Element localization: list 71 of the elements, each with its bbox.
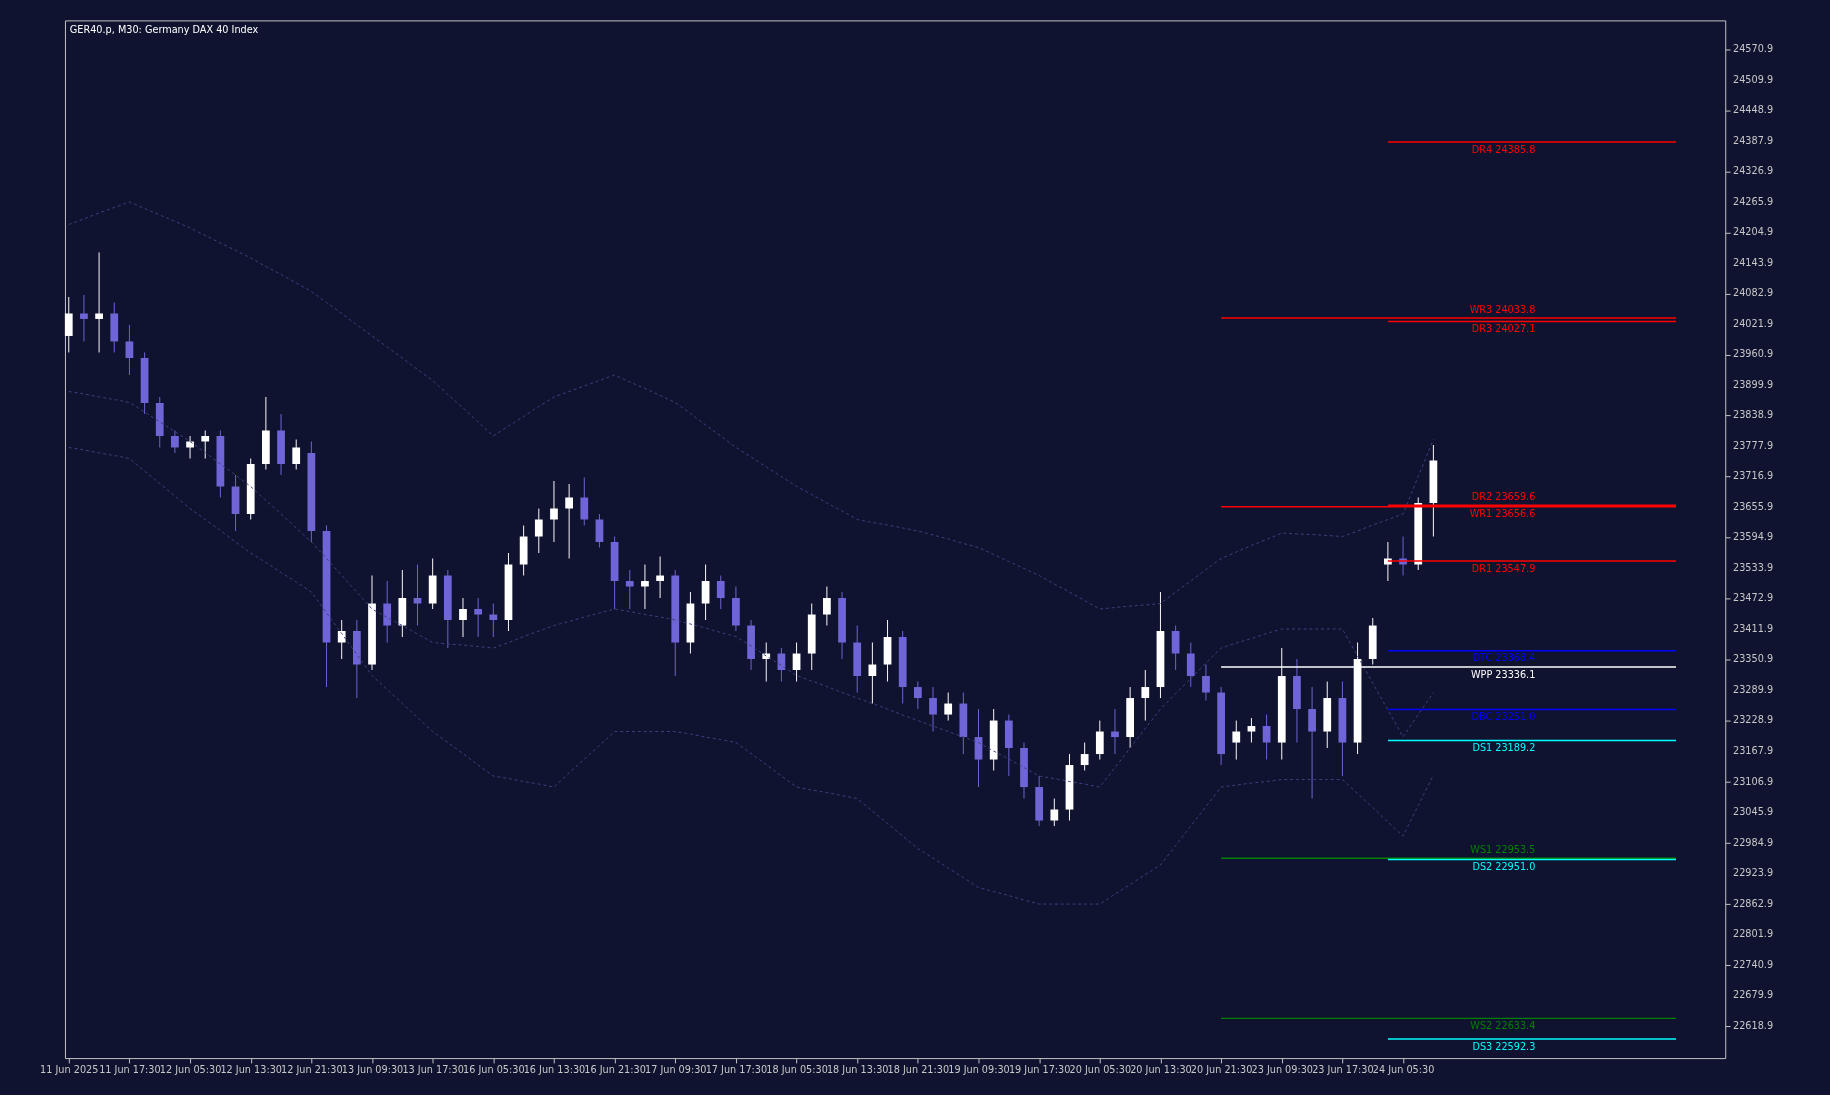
- y-tick-label: 23106.9: [1733, 775, 1774, 787]
- x-tick-label: 11 Jun 2025: [40, 1064, 99, 1076]
- y-tick-label: 24509.9: [1733, 73, 1774, 85]
- x-tick-label: 24 Jun 05:30: [1372, 1064, 1435, 1076]
- y-tick-label: 23533.9: [1733, 561, 1774, 573]
- series-label: DS1 23189.2: [1472, 742, 1536, 754]
- x-tick-label: 16 Jun 05:30: [463, 1064, 525, 1076]
- chart-title: GER40.p, M30: Germany DAX 40 Index: [69, 24, 259, 36]
- x-tick-label: 20 Jun 13:30: [1130, 1064, 1192, 1076]
- y-tick-label: 23716.9: [1733, 470, 1774, 482]
- x-tick-label: 20 Jun 21:30: [1190, 1064, 1253, 1076]
- series-label: DBC 23251.0: [1471, 711, 1536, 723]
- x-tick-label: 18 Jun 21:30: [887, 1064, 950, 1076]
- y-tick-label: 23350.9: [1733, 653, 1774, 665]
- series-label: DR1 23547.9: [1471, 562, 1536, 574]
- x-tick-label: 23 Jun 17:30: [1312, 1064, 1374, 1076]
- y-tick-label: 23655.9: [1733, 500, 1774, 512]
- series-label: DR2 23659.6: [1471, 491, 1536, 503]
- y-tick-label: 22923.9: [1733, 867, 1774, 879]
- series-label: DS2 22951.0: [1472, 861, 1536, 873]
- y-tick-label: 24204.9: [1733, 226, 1774, 238]
- x-tick-label: 13 Jun 17:30: [402, 1064, 464, 1076]
- x-tick-label: 16 Jun 21:30: [584, 1064, 646, 1076]
- y-tick-label: 22801.9: [1733, 928, 1774, 940]
- x-tick-label: 12 Jun 05:30: [159, 1064, 222, 1076]
- x-tick-label: 20 Jun 05:30: [1069, 1064, 1132, 1076]
- x-tick-label: 12 Jun 21:30: [281, 1064, 343, 1076]
- series-label: DS3 22592.3: [1472, 1040, 1536, 1052]
- y-tick-label: 22862.9: [1733, 897, 1774, 909]
- x-tick-label: 11 Jun 17:30: [99, 1064, 161, 1076]
- x-tick-label: 16 Jun 13:30: [523, 1064, 586, 1076]
- x-tick-label: 17 Jun 09:30: [644, 1064, 707, 1076]
- y-tick-label: 24387.9: [1733, 134, 1774, 146]
- series-label: WR3 24033.8: [1469, 304, 1536, 316]
- y-tick-label: 23045.9: [1733, 806, 1774, 818]
- y-tick-label: 23777.9: [1733, 439, 1774, 451]
- y-tick-label: 23472.9: [1733, 592, 1774, 604]
- series-label: DR3 24027.1: [1471, 323, 1536, 335]
- x-tick-label: 13 Jun 09:30: [341, 1064, 404, 1076]
- y-tick-label: 23899.9: [1733, 378, 1774, 390]
- x-tick-label: 18 Jun 05:30: [766, 1064, 828, 1076]
- y-tick-label: 23411.9: [1733, 622, 1774, 634]
- y-tick-label: 22618.9: [1733, 1019, 1774, 1031]
- series-label: WS2 22633.4: [1470, 1020, 1536, 1032]
- series-label: DR4 24385.8: [1471, 143, 1536, 155]
- x-tick-label: 19 Jun 17:30: [1008, 1064, 1071, 1076]
- x-tick-label: 18 Jun 13:30: [826, 1064, 889, 1076]
- x-tick-label: 19 Jun 09:30: [948, 1064, 1010, 1076]
- y-tick-label: 23838.9: [1733, 409, 1774, 421]
- series-label: WR1 23656.6: [1469, 508, 1536, 520]
- y-tick-label: 22984.9: [1733, 836, 1774, 848]
- y-tick-label: 23594.9: [1733, 531, 1774, 543]
- y-tick-label: 22679.9: [1733, 989, 1774, 1001]
- y-tick-label: 23228.9: [1733, 714, 1774, 726]
- y-tick-label: 24265.9: [1733, 195, 1774, 207]
- y-tick-label: 24570.9: [1733, 43, 1774, 55]
- y-tick-label: 23289.9: [1733, 683, 1774, 695]
- y-tick-label: 24143.9: [1733, 256, 1774, 268]
- y-tick-label: 23960.9: [1733, 348, 1774, 360]
- x-tick-label: 12 Jun 13:30: [220, 1064, 282, 1076]
- series-label: WS1 22953.5: [1470, 844, 1536, 856]
- y-tick-label: 22740.9: [1733, 958, 1774, 970]
- y-tick-label: 24082.9: [1733, 287, 1774, 299]
- series-label: DTC 23368.4: [1472, 652, 1536, 664]
- y-tick-label: 24326.9: [1733, 165, 1774, 177]
- x-tick-label: 23 Jun 09:30: [1251, 1064, 1314, 1076]
- y-tick-label: 24021.9: [1733, 317, 1774, 329]
- y-tick-label: 23167.9: [1733, 745, 1774, 756]
- x-tick-label: 17 Jun 17:30: [705, 1064, 768, 1076]
- y-tick-label: 24448.9: [1733, 104, 1774, 116]
- series-label: WPP 23336.1: [1470, 668, 1536, 680]
